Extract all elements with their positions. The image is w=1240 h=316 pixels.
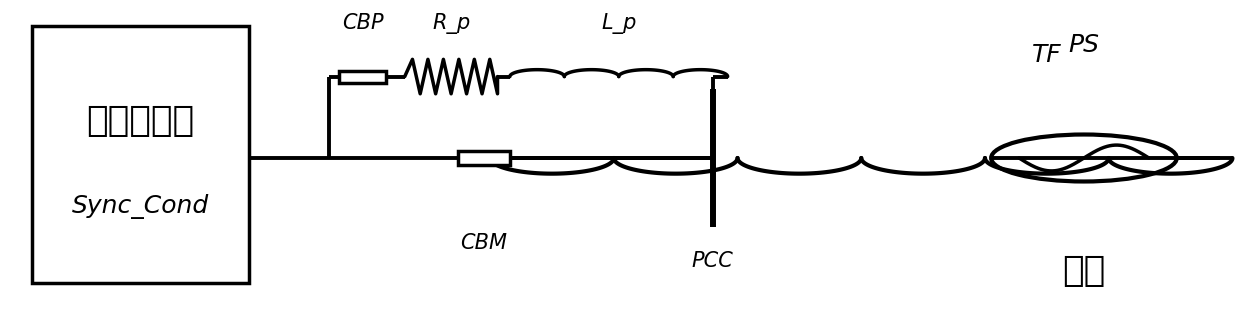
Text: PCC: PCC	[692, 251, 734, 271]
Bar	[32, 27, 249, 283]
Text: TF: TF	[1032, 43, 1061, 67]
Text: CBP: CBP	[342, 13, 383, 33]
Text: 同步调相机: 同步调相机	[87, 105, 195, 138]
Text: CBM: CBM	[460, 233, 507, 252]
Bar	[458, 151, 510, 165]
Text: 电网: 电网	[1063, 254, 1106, 288]
Text: Sync_Cond: Sync_Cond	[72, 194, 210, 219]
Text: R_p: R_p	[432, 13, 470, 34]
Text: PS: PS	[1069, 33, 1100, 57]
Text: L_p: L_p	[601, 13, 636, 34]
Bar	[340, 70, 386, 82]
